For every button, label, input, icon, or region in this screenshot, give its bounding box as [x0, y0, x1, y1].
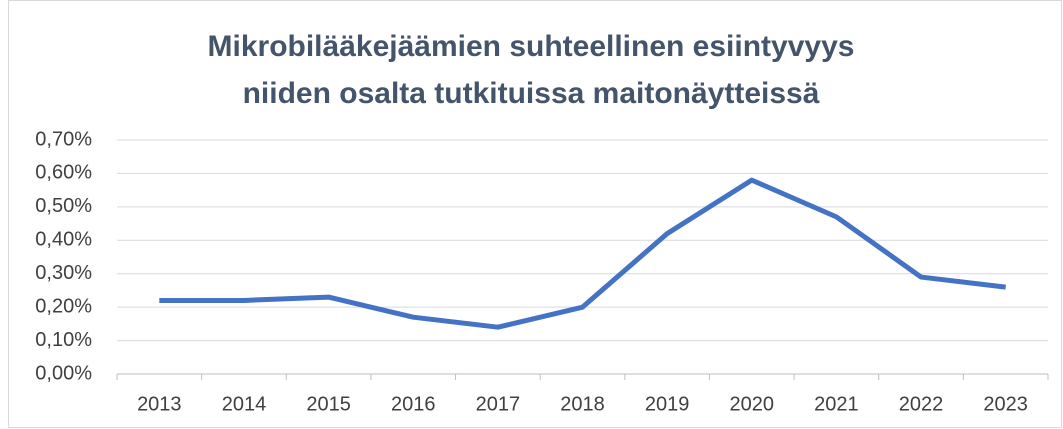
- data-line: [159, 177, 1006, 330]
- x-tick-label: 2020: [730, 393, 775, 415]
- x-tick-label: 2016: [391, 393, 436, 415]
- x-tick-label: 2021: [814, 393, 859, 415]
- x-tick-label: 2017: [476, 393, 521, 415]
- y-tick-label: 0,10%: [35, 329, 92, 351]
- x-tick-label: 2018: [560, 393, 605, 415]
- x-tick-label: 2022: [899, 393, 944, 415]
- chart-frame: [8, 0, 1062, 428]
- y-tick-label: 0,50%: [35, 195, 92, 217]
- y-tick-label: 0,40%: [35, 229, 92, 251]
- y-tick-label: 0,20%: [35, 295, 92, 317]
- x-tick-label: 2023: [983, 393, 1028, 415]
- y-tick-label: 0,60%: [35, 162, 92, 184]
- chart-title: niiden osalta tutkituissa maitonäytteiss…: [243, 77, 820, 110]
- x-tick-label: 2015: [306, 393, 351, 415]
- x-tick-label: 2014: [222, 393, 267, 415]
- chart-title: Mikrobilääkejäämien suhteellinen esiinty…: [208, 30, 855, 63]
- y-tick-label: 0,30%: [35, 262, 92, 284]
- x-tick-label: 2013: [137, 393, 182, 415]
- y-tick-label: 0,00%: [35, 362, 92, 384]
- y-tick-label: 0,70%: [35, 128, 92, 150]
- x-tick-label: 2019: [645, 393, 690, 415]
